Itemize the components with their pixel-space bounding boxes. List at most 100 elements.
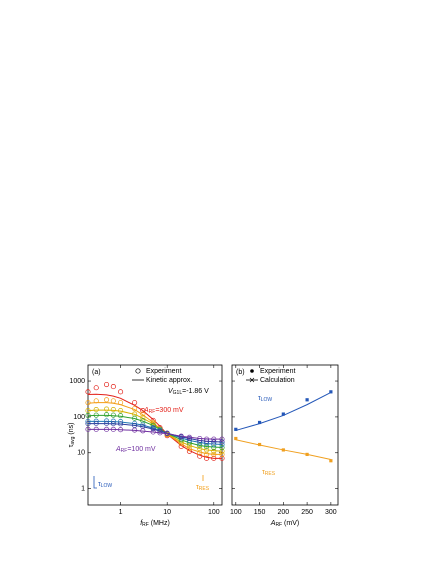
data-point	[110, 421, 116, 427]
data-point	[140, 428, 146, 434]
legend-symbol	[250, 369, 254, 373]
data-point	[197, 442, 203, 449]
legend-label: Calculation	[260, 377, 295, 384]
data-point	[204, 455, 210, 461]
data-point	[157, 430, 163, 436]
data-point	[110, 426, 116, 432]
fit-line	[235, 392, 332, 431]
data-point	[219, 448, 225, 454]
fit-line	[88, 423, 223, 443]
y-axis-label-part: τ	[68, 444, 75, 447]
data-point	[211, 448, 217, 454]
data-point	[103, 420, 110, 426]
data-point	[140, 411, 146, 417]
fit-line	[87, 402, 222, 455]
x-axis-label-part: A	[270, 520, 276, 527]
data-point	[110, 398, 116, 404]
annotation: ARF=300 mV	[143, 407, 184, 415]
fit-line	[87, 393, 222, 459]
annotation-part: =300 mV	[155, 407, 184, 414]
legend-symbol	[249, 377, 255, 383]
y-axis-label-part: avg	[70, 436, 76, 444]
data-point	[234, 427, 238, 431]
data-point	[93, 420, 99, 426]
data-point	[118, 408, 124, 414]
data-point	[219, 439, 225, 445]
data-point	[118, 427, 124, 433]
data-point	[110, 407, 116, 413]
x-axis-label: fRF (MHz)	[140, 520, 170, 528]
data-point	[281, 448, 285, 452]
data-point	[85, 412, 91, 418]
data-point	[157, 428, 163, 434]
y-tick-label: 1	[81, 485, 85, 492]
data-point	[219, 436, 225, 442]
data-point	[103, 397, 110, 403]
plot-frame	[87, 364, 223, 506]
data-point	[85, 426, 91, 432]
annotation-part: A	[115, 446, 121, 453]
data-point	[150, 426, 156, 432]
x-axis-label-part: f	[140, 520, 143, 527]
data-point	[85, 408, 91, 414]
x-tick-label: 150	[254, 509, 266, 516]
annotation-part: LOW	[261, 397, 273, 403]
legend-label: Experiment	[260, 368, 295, 375]
x-tick-label: 300	[325, 509, 337, 516]
data-point	[103, 426, 110, 432]
data-point	[132, 400, 138, 406]
annotation-part: τ	[196, 484, 199, 491]
annotation: ARF=100 mV	[115, 446, 156, 454]
fit-line	[87, 414, 223, 449]
data-point	[140, 408, 146, 414]
data-point	[93, 398, 99, 404]
x-tick-label: 250	[301, 509, 313, 516]
panel-label: (a)	[92, 369, 101, 376]
data-point	[329, 459, 333, 463]
data-point	[110, 412, 116, 418]
data-point	[164, 431, 170, 437]
data-point	[118, 400, 124, 406]
y-tick-label: 10	[77, 450, 85, 457]
data-point	[219, 451, 225, 457]
fit-line	[88, 420, 223, 446]
annotation: τRES	[196, 484, 210, 492]
data-point	[204, 436, 210, 442]
annotation: τRES	[262, 469, 276, 477]
panel-label: (b)	[236, 369, 245, 376]
data-point	[93, 426, 99, 432]
annotation-part: RF	[121, 448, 128, 454]
x-tick-label: 100	[208, 509, 220, 516]
x-axis-label: ARF (mV)	[270, 520, 299, 528]
data-point	[204, 447, 210, 453]
annotation-part: τ	[258, 395, 261, 402]
data-point	[329, 390, 333, 394]
x-axis-label-part: (MHz)	[149, 520, 170, 527]
x-tick-label: 1	[119, 509, 123, 516]
data-point	[110, 384, 116, 390]
data-point	[219, 455, 225, 461]
data-point	[197, 453, 203, 459]
legend-label: Experiment	[146, 368, 181, 375]
data-point	[103, 406, 110, 412]
data-point	[305, 398, 309, 402]
data-point	[234, 436, 238, 441]
annotation-part: =100 mV	[127, 446, 156, 453]
annotation-part: V	[168, 388, 174, 395]
data-point	[85, 400, 91, 406]
data-point	[211, 455, 217, 461]
data-point	[93, 407, 99, 413]
data-point	[204, 443, 210, 450]
annotation-part: RES	[199, 486, 210, 492]
x-tick-label: 10	[163, 509, 171, 516]
data-point	[211, 451, 217, 457]
data-point	[150, 429, 156, 435]
annotation-part: A	[143, 407, 149, 414]
y-axis-label: τavg (ns)	[68, 423, 76, 448]
fit-line	[87, 409, 223, 452]
data-point	[211, 441, 217, 448]
annotation: τLOW	[98, 481, 112, 489]
data-point	[186, 446, 192, 452]
annotation-part: LOW	[101, 483, 113, 489]
